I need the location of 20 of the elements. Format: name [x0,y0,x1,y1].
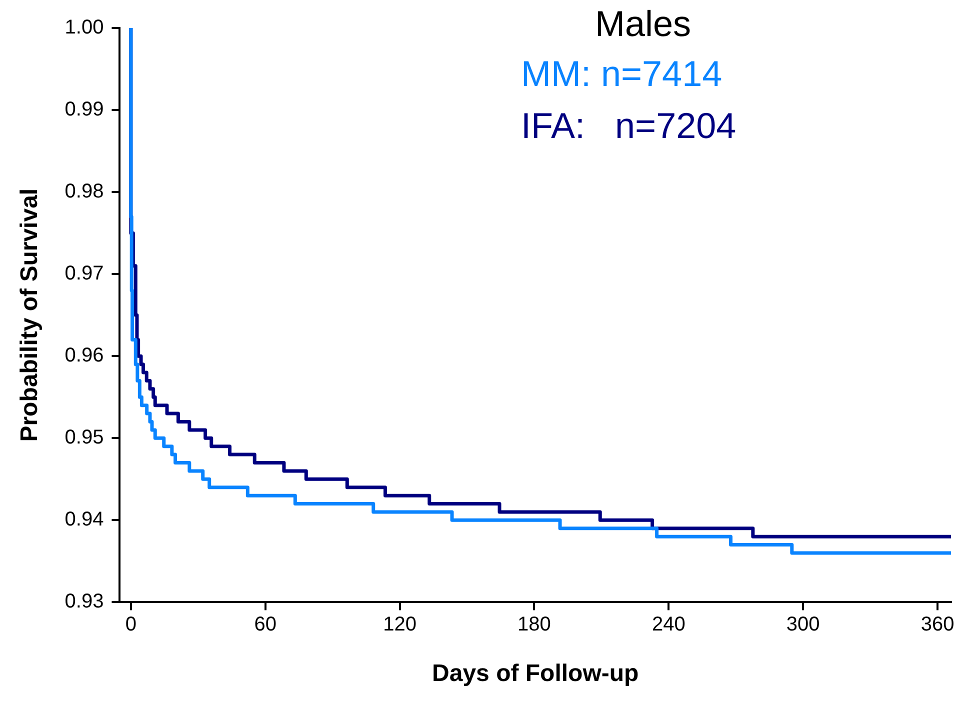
x-tick-label: 300 [786,614,820,636]
y-tick-label: 0.93 [64,590,104,613]
y-tick-label: 0.97 [64,262,104,285]
y-tick-label: 0.99 [64,98,104,121]
y-tick-label: 0.95 [64,426,104,449]
y-tick-label: 0.94 [64,508,104,531]
y-tick-label: 0.98 [64,180,104,203]
x-tick-label: 240 [652,614,686,636]
text: IFA: n=7204 [521,104,736,146]
x-axis-title: Days of Follow-up [432,660,639,688]
x-tick-label: 0 [125,614,136,636]
x-tick-label: 120 [383,614,416,636]
y-axis-title: Probability of Survival [16,188,44,442]
y-tick-label: 1.00 [64,16,104,39]
x-tick-label: 360 [920,614,954,636]
x-tick-label: 180 [518,614,551,636]
chart-title: Males [594,2,692,44]
y-tick-label: 0.96 [64,344,104,367]
x-tick-label: 60 [254,614,276,636]
text: MM: n=7414 [521,52,722,94]
